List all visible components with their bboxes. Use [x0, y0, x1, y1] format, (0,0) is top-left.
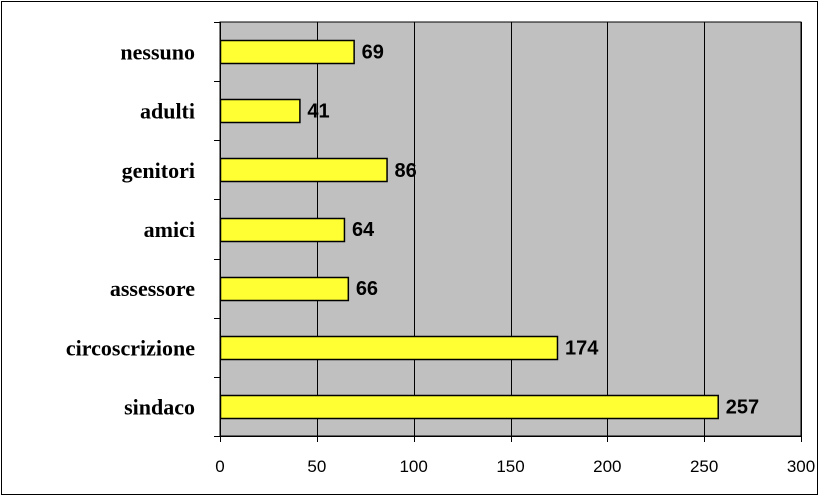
- category-label-amici: amici: [144, 217, 195, 242]
- bar-assessore: [219, 276, 350, 302]
- value-label-amici: 64: [352, 219, 375, 241]
- x-tick-labels: 0 50 100 150 200 250 300: [215, 457, 815, 476]
- x-tick-label: 250: [690, 457, 718, 476]
- category-label-assessore: assessore: [110, 276, 195, 301]
- bar-amici: [219, 217, 346, 243]
- category-label-nessuno: nessuno: [120, 40, 195, 65]
- x-tick-label: 100: [399, 457, 427, 476]
- value-label-genitori: 86: [395, 160, 417, 182]
- category-label-sindaco: sindaco: [124, 394, 195, 419]
- bar-circoscrizione: [219, 335, 559, 361]
- x-tick-label: 300: [787, 457, 815, 476]
- bar-nessuno: [219, 39, 355, 65]
- bar-sindaco: [219, 394, 719, 420]
- x-tick-label: 0: [215, 457, 224, 476]
- bar-genitori: [219, 157, 388, 183]
- category-label-adulti: adulti: [140, 99, 195, 124]
- category-label-circoscrizione: circoscrizione: [66, 335, 195, 360]
- category-labels: nessuno adulti genitori amici assessore circo…: [66, 40, 195, 420]
- value-label-sindaco: 257: [726, 396, 759, 418]
- category-label-genitori: genitori: [122, 158, 195, 183]
- x-tick-label: 200: [593, 457, 621, 476]
- value-labels: 69 41 86 64 66 174 257: [307, 42, 759, 419]
- value-label-assessore: 66: [356, 278, 378, 300]
- value-label-adulti: 41: [307, 101, 329, 123]
- bars: [219, 39, 719, 420]
- x-tick-label: 50: [307, 457, 326, 476]
- x-tick-label: 150: [496, 457, 524, 476]
- axes: [214, 22, 802, 442]
- gridlines: [317, 22, 802, 436]
- value-label-circoscrizione: 174: [565, 337, 599, 359]
- value-label-nessuno: 69: [362, 42, 384, 64]
- bar-adulti: [219, 98, 301, 124]
